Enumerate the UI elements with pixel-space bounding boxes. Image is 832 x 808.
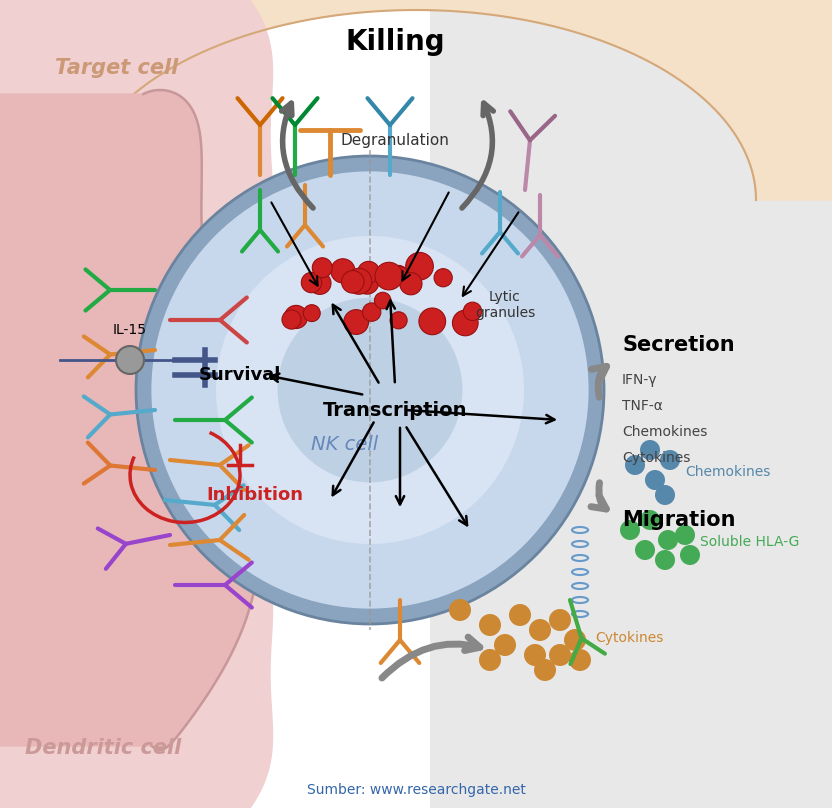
Circle shape	[374, 292, 391, 309]
Circle shape	[363, 303, 381, 322]
Bar	[430, 0, 832, 808]
Circle shape	[285, 305, 308, 329]
Circle shape	[494, 634, 516, 656]
Circle shape	[635, 540, 655, 560]
Text: Inhibition: Inhibition	[206, 486, 304, 504]
Circle shape	[549, 609, 571, 631]
Circle shape	[150, 170, 590, 610]
Circle shape	[116, 346, 144, 374]
Text: Target cell: Target cell	[55, 58, 178, 78]
Circle shape	[479, 614, 501, 636]
Circle shape	[479, 649, 501, 671]
Circle shape	[569, 649, 591, 671]
Circle shape	[346, 268, 372, 294]
Circle shape	[312, 258, 332, 278]
Circle shape	[358, 261, 379, 284]
Circle shape	[406, 252, 433, 280]
Text: Secretion: Secretion	[622, 335, 735, 355]
Circle shape	[658, 530, 678, 550]
Circle shape	[282, 310, 301, 329]
Polygon shape	[0, 0, 832, 200]
Circle shape	[680, 545, 700, 565]
Circle shape	[355, 271, 379, 294]
Text: NK cell: NK cell	[311, 436, 379, 454]
Circle shape	[309, 272, 331, 294]
Text: IFN-γ: IFN-γ	[622, 373, 657, 387]
Circle shape	[449, 599, 471, 621]
Text: Survival: Survival	[199, 366, 281, 384]
Text: Chemokines: Chemokines	[685, 465, 770, 479]
Circle shape	[655, 485, 675, 505]
Circle shape	[331, 259, 355, 283]
Text: Soluble HLA-G: Soluble HLA-G	[700, 535, 800, 549]
Circle shape	[675, 525, 695, 545]
Circle shape	[375, 263, 403, 290]
Text: Dendritic cell: Dendritic cell	[25, 738, 181, 758]
Circle shape	[390, 312, 407, 329]
Text: Cytokines: Cytokines	[622, 451, 691, 465]
Circle shape	[524, 644, 546, 666]
Circle shape	[625, 455, 645, 475]
Circle shape	[418, 308, 446, 335]
Circle shape	[534, 659, 556, 681]
Text: Transcription: Transcription	[323, 401, 468, 419]
Text: Migration: Migration	[622, 510, 735, 530]
Text: IL-15: IL-15	[113, 323, 147, 337]
Circle shape	[453, 310, 478, 336]
Polygon shape	[0, 0, 273, 808]
Text: TNF-α: TNF-α	[622, 399, 663, 413]
Circle shape	[620, 520, 640, 540]
Text: Degranulation: Degranulation	[340, 133, 449, 148]
Text: Cytokines: Cytokines	[595, 631, 663, 645]
Circle shape	[655, 550, 675, 570]
Circle shape	[434, 268, 453, 287]
Circle shape	[301, 272, 322, 292]
Polygon shape	[0, 90, 260, 750]
Circle shape	[640, 510, 660, 530]
Circle shape	[399, 272, 422, 295]
Circle shape	[304, 305, 320, 322]
Circle shape	[278, 297, 463, 482]
Circle shape	[549, 644, 571, 666]
Circle shape	[509, 604, 531, 626]
Text: Sumber: www.researchgate.net: Sumber: www.researchgate.net	[306, 783, 526, 797]
Circle shape	[463, 302, 482, 321]
Circle shape	[390, 265, 408, 284]
Circle shape	[344, 309, 369, 335]
Circle shape	[564, 629, 586, 651]
Circle shape	[136, 156, 604, 624]
Circle shape	[640, 440, 660, 460]
Circle shape	[645, 470, 665, 490]
Text: Chemokines: Chemokines	[622, 425, 707, 439]
Circle shape	[660, 450, 680, 470]
Text: Lytic
granules: Lytic granules	[475, 290, 535, 320]
Circle shape	[341, 271, 364, 293]
Text: Killing: Killing	[345, 28, 445, 56]
Circle shape	[392, 267, 409, 284]
Circle shape	[216, 236, 524, 544]
Circle shape	[529, 619, 551, 641]
